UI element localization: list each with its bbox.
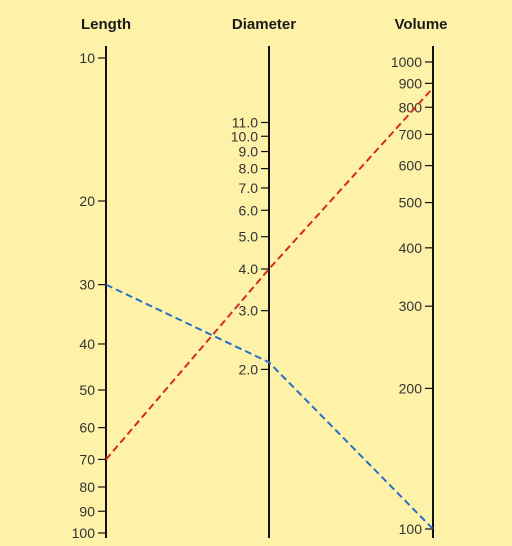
volume-tick-label: 800 bbox=[399, 99, 423, 115]
length-tick-label: 50 bbox=[79, 382, 95, 398]
diameter-tick-label: 4.0 bbox=[239, 261, 259, 277]
diameter-tick-label: 2.0 bbox=[239, 361, 259, 377]
diameter-tick-label: 7.0 bbox=[239, 180, 259, 196]
diameter-tick-label: 3.0 bbox=[239, 303, 259, 319]
scale-titles: Length Diameter Volume bbox=[81, 16, 448, 33]
volume-tick-label: 300 bbox=[399, 298, 423, 314]
length-scale-title: Length bbox=[81, 16, 131, 33]
diameter-tick-label: 10.0 bbox=[231, 128, 258, 144]
isopleth-lines bbox=[105, 87, 434, 530]
volume-tick-label: 1000 bbox=[391, 54, 422, 70]
volume-tick-label: 400 bbox=[399, 240, 423, 256]
length-tick-label: 40 bbox=[79, 336, 95, 352]
blue-isopleth-line bbox=[105, 283, 434, 530]
red-isopleth-line bbox=[105, 87, 434, 461]
length-tick-label: 100 bbox=[72, 525, 96, 541]
volume-tick-label: 200 bbox=[399, 380, 423, 396]
volume-tick-label: 100 bbox=[399, 521, 423, 537]
volume-tick-label: 900 bbox=[399, 75, 423, 91]
diameter-tick-label: 8.0 bbox=[239, 161, 259, 177]
diameter-tick-label: 11.0 bbox=[232, 114, 258, 130]
volume-scale-title: Volume bbox=[394, 16, 447, 33]
length-tick-label: 80 bbox=[79, 479, 95, 495]
length-tick-label: 70 bbox=[79, 451, 95, 467]
tick-marks: 10 20 30 40 50 60 70 80 90 100 11.010.09.08.0 7.0 6.… bbox=[72, 50, 433, 541]
length-tick-label: 20 bbox=[79, 193, 95, 209]
diameter-tick-label: 9.0 bbox=[239, 144, 259, 160]
volume-tick-label: 700 bbox=[399, 126, 423, 142]
volume-tick-label: 600 bbox=[399, 158, 423, 174]
length-tick-label: 60 bbox=[79, 420, 95, 436]
length-tick-label: 10 bbox=[79, 50, 95, 66]
length-tick-label: 90 bbox=[79, 503, 95, 519]
volume-tick-label: 500 bbox=[399, 195, 423, 211]
length-tick-label: 30 bbox=[79, 277, 95, 293]
diameter-tick-label: 5.0 bbox=[239, 229, 259, 245]
diameter-tick-label: 6.0 bbox=[239, 202, 259, 218]
diameter-scale-title: Diameter bbox=[232, 16, 296, 33]
